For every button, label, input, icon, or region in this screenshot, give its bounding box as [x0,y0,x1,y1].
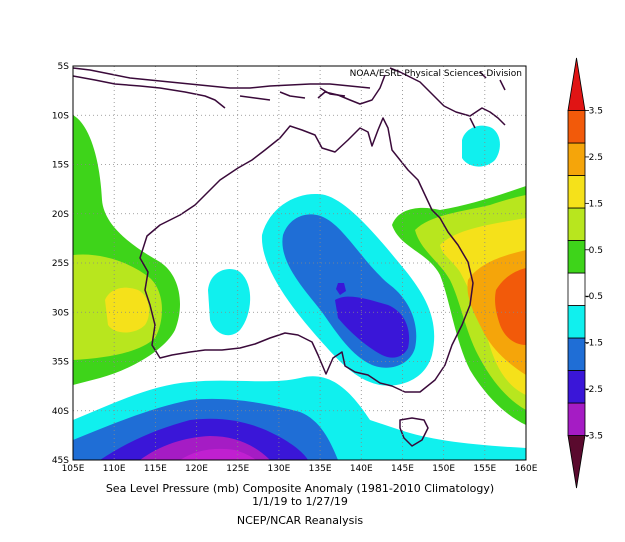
caption-title: Sea Level Pressure (mb) Composite Anomal… [105,482,495,495]
colorbar-label: 0.5 [589,246,603,256]
credit-text: NOAA/ESRL Physical Sciences Division [350,69,522,79]
colorbar-swatch [567,207,586,241]
cyan-ne-blob [462,125,500,167]
lon-label: 160E [515,464,538,474]
lat-label: 40S [52,407,69,417]
colorbar-swatch [567,402,586,436]
lat-label: 30S [52,308,69,318]
colorbar-swatch [567,175,586,209]
colorbar-swatch [567,272,586,306]
colorbar-swatch [567,305,586,339]
colorbar-label: -3.5 [585,432,603,442]
lon-label: 150E [432,464,455,474]
lat-labels: 5S 10S 15S 20S 25S 30S 35S 40S 45S [52,62,69,466]
lon-labels: 105E 110E 115E 120E 125E 130E 135E 140E 145E 150E… [62,464,538,474]
red-east [495,268,526,345]
islands-coastline [469,71,506,129]
cyan-west-lobe [208,269,251,336]
colorbar-swatch [567,435,586,489]
lon-label: 120E [185,464,208,474]
colorbar-swatch [567,57,586,111]
lon-label: 145E [391,464,414,474]
darkblue-spot [336,283,346,295]
lat-label: 10S [52,111,69,121]
yellow-west [105,287,150,333]
coastlines [73,67,506,447]
colorbar-swatch [567,142,586,176]
lat-label: 25S [52,259,69,269]
lat-label: 45S [52,456,69,466]
colorbar-swatch [567,110,586,144]
lon-label: 155E [473,464,496,474]
lon-label: 115E [144,464,167,474]
magenta-band-south [180,448,256,460]
lon-label: 135E [309,464,332,474]
lat-label: 15S [52,161,69,171]
caption-source: NCEP/NCAR Reanalysis [236,514,364,527]
indonesia-coastline [73,67,371,109]
lat-label: 35S [52,358,69,368]
lat-label: 5S [58,62,70,72]
colorbar-label: -1.5 [585,339,603,349]
lon-label: 140E [350,464,373,474]
caption-dates: 1/1/19 to 1/27/19 [252,495,348,508]
plot-frame [72,65,527,461]
colorbar-swatch [567,370,586,404]
colorbar-label: 3.5 [589,107,603,117]
tasmania-coastline [399,417,429,447]
colorbar-label: 1.5 [589,199,603,209]
anomaly-field [73,66,526,460]
lon-label: 125E [226,464,249,474]
colorbar-labels: 3.5 2.5 1.5 0.5 -0.5 -1.5 -2.5 -3.5 [585,107,603,442]
gridlines [73,66,526,460]
lon-label: 130E [267,464,290,474]
colorbar-swatch [567,240,586,274]
colorbar-label: -2.5 [585,385,603,395]
australia-coastline [139,117,474,393]
colorbar [567,57,586,489]
colorbar-swatch [567,337,586,371]
lon-label: 105E [62,464,85,474]
lat-label: 20S [52,210,69,220]
colorbar-label: -0.5 [585,292,603,302]
colorbar-label: 2.5 [589,153,603,163]
lon-label: 110E [103,464,126,474]
